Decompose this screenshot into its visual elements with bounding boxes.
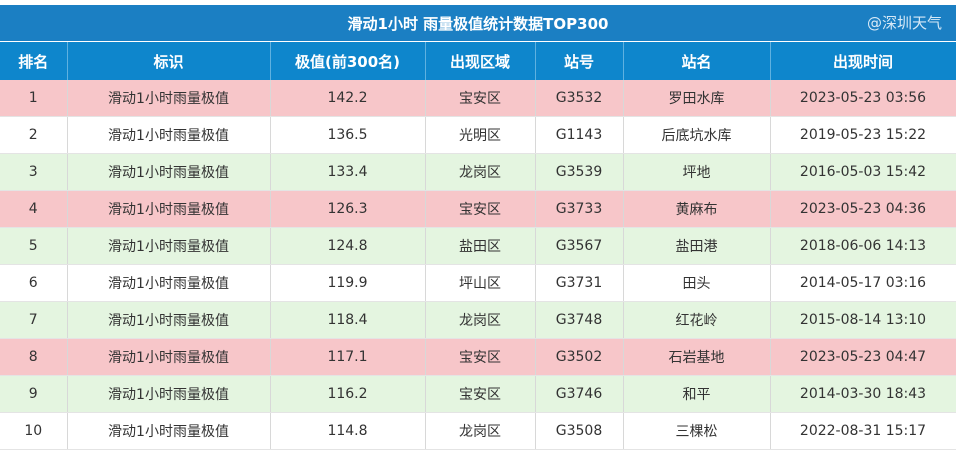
- cell-station-name: 黄麻布: [623, 190, 771, 228]
- column-header-station-id: 站号: [535, 42, 624, 80]
- table-row: 6 滑动1小时雨量极值 119.9 坪山区 G3731 田头 2014-05-17 03:1…: [0, 264, 956, 302]
- table-row: 2 滑动1小时雨量极值 136.5 光明区 G1143 后底坑水库 2019-05-23 1…: [0, 116, 956, 154]
- cell-rank: 3: [0, 153, 68, 191]
- cell-label: 滑动1小时雨量极值: [67, 227, 271, 265]
- cell-value: 126.3: [270, 190, 426, 228]
- cell-station-id: G1143: [535, 116, 624, 154]
- cell-district: 宝安区: [425, 375, 536, 413]
- column-header-label: 标识: [67, 42, 271, 80]
- cell-district: 龙岗区: [425, 301, 536, 339]
- cell-district: 宝安区: [425, 190, 536, 228]
- table-row: 7 滑动1小时雨量极值 118.4 龙岗区 G3748 红花岭 2015-08-14 13:…: [0, 301, 956, 339]
- cell-rank: 2: [0, 116, 68, 154]
- cell-station-id: G3748: [535, 301, 624, 339]
- cell-rank: 5: [0, 227, 68, 265]
- header-row: 排名 标识 极值(前300名) 出现区域 站号 站名 出现时间: [0, 42, 956, 80]
- table-row: 5 滑动1小时雨量极值 124.8 盐田区 G3567 盐田港 2018-06-06 14:…: [0, 227, 956, 265]
- cell-district: 坪山区: [425, 264, 536, 302]
- cell-district: 龙岗区: [425, 412, 536, 450]
- cell-station-name: 坪地: [623, 153, 771, 191]
- cell-value: 116.2: [270, 375, 426, 413]
- cell-value: 142.2: [270, 80, 426, 117]
- cell-label: 滑动1小时雨量极值: [67, 375, 271, 413]
- table-row: 9 滑动1小时雨量极值 116.2 宝安区 G3746 和平 2014-03-30 18:4…: [0, 375, 956, 413]
- cell-rank: 4: [0, 190, 68, 228]
- cell-district: 光明区: [425, 116, 536, 154]
- column-header-district: 出现区域: [425, 42, 536, 80]
- cell-label: 滑动1小时雨量极值: [67, 80, 271, 117]
- cell-rank: 1: [0, 80, 68, 117]
- cell-station-name: 石岩基地: [623, 338, 771, 376]
- cell-time: 2019-05-23 15:22: [770, 116, 956, 154]
- cell-value: 133.4: [270, 153, 426, 191]
- cell-station-id: G3733: [535, 190, 624, 228]
- cell-time: 2014-03-30 18:43: [770, 375, 956, 413]
- cell-station-name: 和平: [623, 375, 771, 413]
- cell-station-name: 田头: [623, 264, 771, 302]
- cell-time: 2023-05-23 04:36: [770, 190, 956, 228]
- table-row: 10 滑动1小时雨量极值 114.8 龙岗区 G3508 三棵松 2022-08-31 15…: [0, 412, 956, 450]
- table-row: 1 滑动1小时雨量极值 142.2 宝安区 G3532 罗田水库 2023-05-23 03…: [0, 80, 956, 117]
- cell-value: 118.4: [270, 301, 426, 339]
- table-row: 3 滑动1小时雨量极值 133.4 龙岗区 G3539 坪地 2016-05-03 15:4…: [0, 153, 956, 191]
- cell-station-name: 红花岭: [623, 301, 771, 339]
- cell-rank: 10: [0, 412, 68, 450]
- cell-district: 宝安区: [425, 338, 536, 376]
- cell-station-id: G3731: [535, 264, 624, 302]
- cell-value: 117.1: [270, 338, 426, 376]
- cell-label: 滑动1小时雨量极值: [67, 412, 271, 450]
- cell-value: 124.8: [270, 227, 426, 265]
- cell-value: 119.9: [270, 264, 426, 302]
- cell-rank: 7: [0, 301, 68, 339]
- cell-rank: 6: [0, 264, 68, 302]
- cell-label: 滑动1小时雨量极值: [67, 301, 271, 339]
- cell-district: 盐田区: [425, 227, 536, 265]
- table-row: 4 滑动1小时雨量极值 126.3 宝安区 G3733 黄麻布 2023-05-23 04:…: [0, 190, 956, 228]
- cell-district: 龙岗区: [425, 153, 536, 191]
- column-header-station-name: 站名: [623, 42, 771, 80]
- cell-station-name: 后底坑水库: [623, 116, 771, 154]
- cell-label: 滑动1小时雨量极值: [67, 264, 271, 302]
- cell-label: 滑动1小时雨量极值: [67, 190, 271, 228]
- table-title: 滑动1小时 雨量极值统计数据TOP300: [0, 5, 956, 41]
- cell-time: 2015-08-14 13:10: [770, 301, 956, 339]
- cell-station-id: G3567: [535, 227, 624, 265]
- cell-station-id: G3746: [535, 375, 624, 413]
- cell-label: 滑动1小时雨量极值: [67, 153, 271, 191]
- cell-time: 2022-08-31 15:17: [770, 412, 956, 450]
- cell-station-id: G3539: [535, 153, 624, 191]
- cell-time: 2023-05-23 04:47: [770, 338, 956, 376]
- cell-district: 宝安区: [425, 80, 536, 117]
- cell-station-id: G3508: [535, 412, 624, 450]
- cell-value: 136.5: [270, 116, 426, 154]
- cell-value: 114.8: [270, 412, 426, 450]
- cell-station-name: 三棵松: [623, 412, 771, 450]
- cell-station-name: 罗田水库: [623, 80, 771, 117]
- column-header-value: 极值(前300名): [270, 42, 426, 80]
- cell-rank: 9: [0, 375, 68, 413]
- rainfall-table: 排名 标识 极值(前300名) 出现区域 站号 站名 出现时间 1 滑动1小时雨量极值 142.…: [0, 42, 956, 450]
- cell-label: 滑动1小时雨量极值: [67, 338, 271, 376]
- cell-rank: 8: [0, 338, 68, 376]
- column-header-rank: 排名: [0, 42, 68, 80]
- cell-time: 2016-05-03 15:42: [770, 153, 956, 191]
- cell-time: 2018-06-06 14:13: [770, 227, 956, 265]
- cell-station-name: 盐田港: [623, 227, 771, 265]
- cell-time: 2023-05-23 03:56: [770, 80, 956, 117]
- cell-station-id: G3502: [535, 338, 624, 376]
- cell-time: 2014-05-17 03:16: [770, 264, 956, 302]
- column-header-time: 出现时间: [770, 42, 956, 80]
- cell-station-id: G3532: [535, 80, 624, 117]
- table-row: 8 滑动1小时雨量极值 117.1 宝安区 G3502 石岩基地 2023-05-23 04…: [0, 338, 956, 376]
- cell-label: 滑动1小时雨量极值: [67, 116, 271, 154]
